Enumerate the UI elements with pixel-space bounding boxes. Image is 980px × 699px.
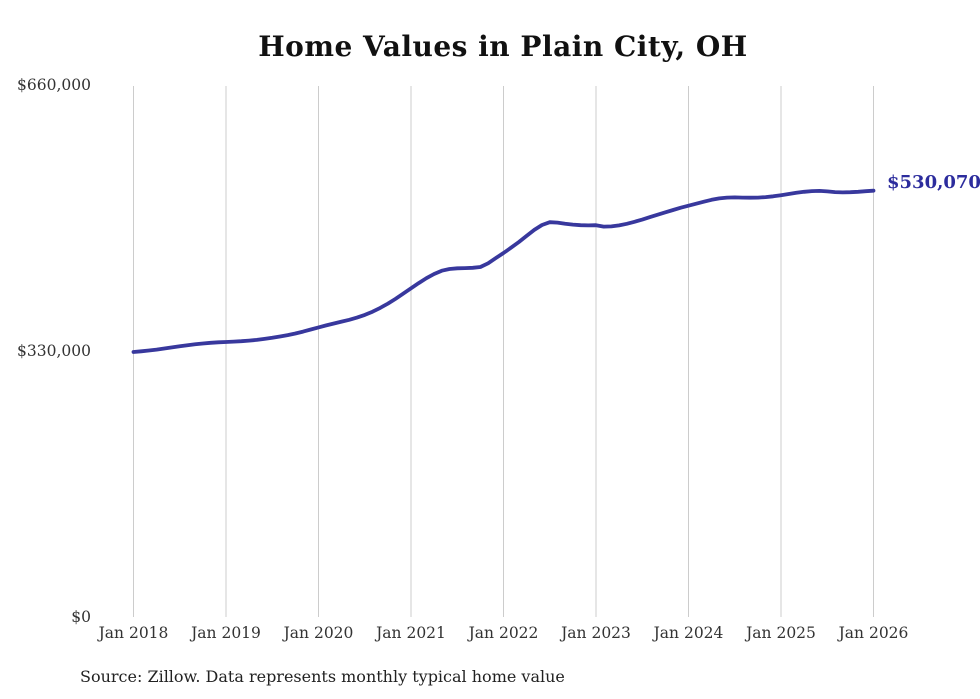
latest-value-label: $530,070	[887, 172, 980, 193]
y-tick-label: $660,000	[17, 76, 91, 94]
x-tick-label: Jan 2024	[653, 624, 724, 642]
vertical-gridlines	[133, 86, 874, 617]
source-note: Source: Zillow. Data represents monthly …	[80, 667, 565, 686]
y-tick-label: $0	[71, 608, 91, 626]
x-tick-label: Jan 2025	[746, 624, 816, 642]
x-tick-label: Jan 2021	[376, 624, 446, 642]
x-tick-label: Jan 2019	[191, 624, 261, 642]
x-tick-label: Jan 2026	[838, 624, 909, 642]
chart-title: Home Values in Plain City, OH	[258, 30, 748, 63]
x-tick-label: Jan 2020	[283, 624, 354, 642]
x-tick-label: Jan 2023	[561, 624, 631, 642]
y-tick-label: $330,000	[17, 342, 91, 360]
home-value-line	[131, 188, 876, 354]
x-tick-label: Jan 2018	[98, 624, 169, 642]
x-tick-label: Jan 2022	[468, 624, 539, 642]
